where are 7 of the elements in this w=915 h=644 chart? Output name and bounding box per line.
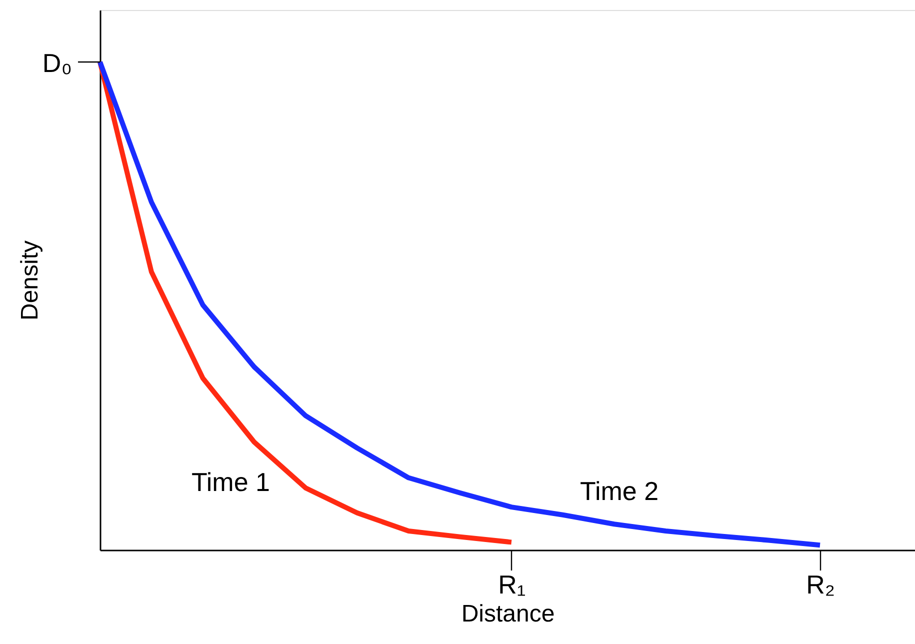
x-tick-label: R₁	[498, 570, 526, 600]
series-label: Time 1	[191, 467, 270, 498]
x-tick-label: R₂	[806, 570, 835, 600]
x-axis-title: Distance	[461, 600, 555, 628]
text: D₀	[42, 48, 72, 78]
series-label: Time 2	[580, 476, 659, 506]
y-axis-title: Density	[16, 240, 44, 321]
